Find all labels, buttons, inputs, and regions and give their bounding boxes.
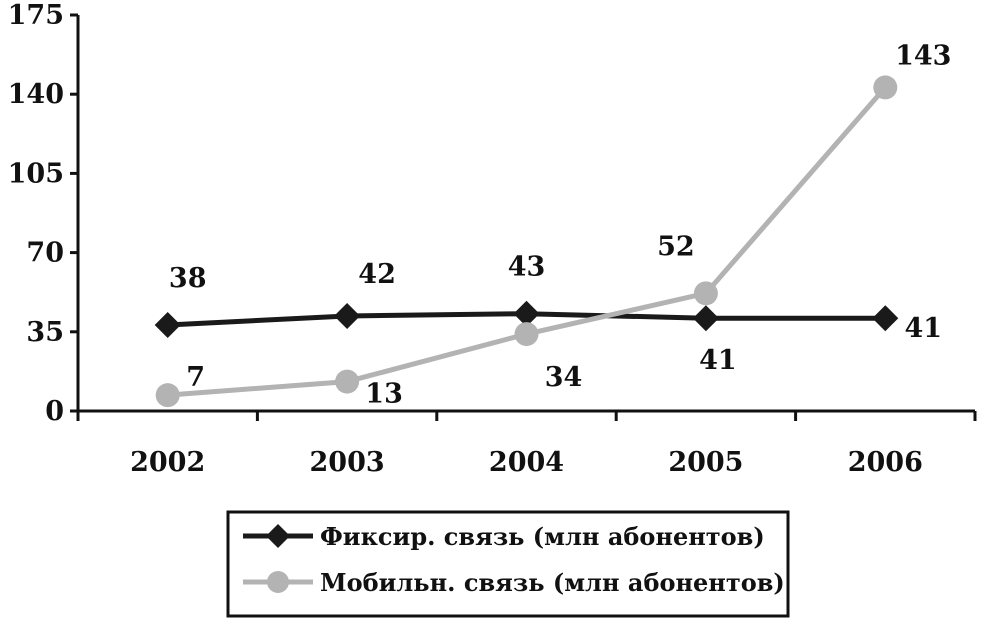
legend-label-fixed: Фиксир. связь (млн абонентов) — [320, 522, 765, 551]
legend-box — [226, 510, 790, 618]
x-tick-label: 2004 — [489, 447, 564, 478]
y-tick-label: 70 — [26, 238, 64, 269]
data-point-mobile — [335, 369, 360, 394]
data-label-mobile: 143 — [895, 40, 951, 71]
y-tick-label: 0 — [45, 396, 64, 427]
series-line-mobile — [167, 85, 888, 398]
data-label-mobile: 52 — [657, 231, 695, 262]
data-point-mobile — [873, 75, 898, 100]
data-label-fixed: 41 — [905, 313, 943, 344]
data-point-fixed — [692, 305, 719, 332]
data-point-fixed — [872, 305, 899, 332]
legend-marker-mobile — [267, 571, 289, 593]
x-tick-label: 2006 — [848, 447, 923, 478]
legend-marker-fixed — [266, 524, 290, 548]
axes — [76, 15, 975, 413]
data-point-fixed — [513, 300, 540, 327]
data-label-fixed: 38 — [169, 263, 207, 294]
data-point-mobile — [514, 322, 539, 347]
x-tick-label: 2002 — [130, 447, 205, 478]
data-point-mobile — [155, 383, 180, 408]
x-tick-label: 2005 — [668, 447, 743, 478]
y-axis-ticks: 0 35 70 105 140 175 — [8, 0, 78, 427]
y-tick-label: 175 — [8, 0, 64, 31]
legend: Фиксир. связь (млн абонентов) Мобильн. с… — [226, 510, 790, 618]
data-labels: 38 42 43 41 41 7 13 34 52 143 — [169, 40, 952, 409]
y-tick-label: 140 — [8, 79, 64, 110]
x-tick-label: 2003 — [310, 447, 385, 478]
data-label-fixed: 43 — [508, 252, 546, 283]
x-axis-ticks: 2002 2003 2004 2005 2006 — [76, 411, 977, 478]
y-tick-label: 105 — [8, 158, 64, 189]
data-label-mobile: 13 — [365, 379, 403, 410]
data-label-fixed: 41 — [699, 345, 737, 376]
data-label-mobile: 7 — [186, 362, 205, 393]
legend-label-mobile: Мобильн. связь (млн абонентов) — [320, 568, 785, 597]
data-point-mobile — [693, 281, 718, 306]
series-group — [154, 75, 899, 408]
data-point-fixed — [154, 312, 181, 339]
data-label-mobile: 34 — [545, 362, 583, 393]
data-label-fixed: 42 — [358, 259, 396, 290]
data-point-fixed — [334, 302, 361, 329]
y-tick-label: 35 — [26, 317, 64, 348]
